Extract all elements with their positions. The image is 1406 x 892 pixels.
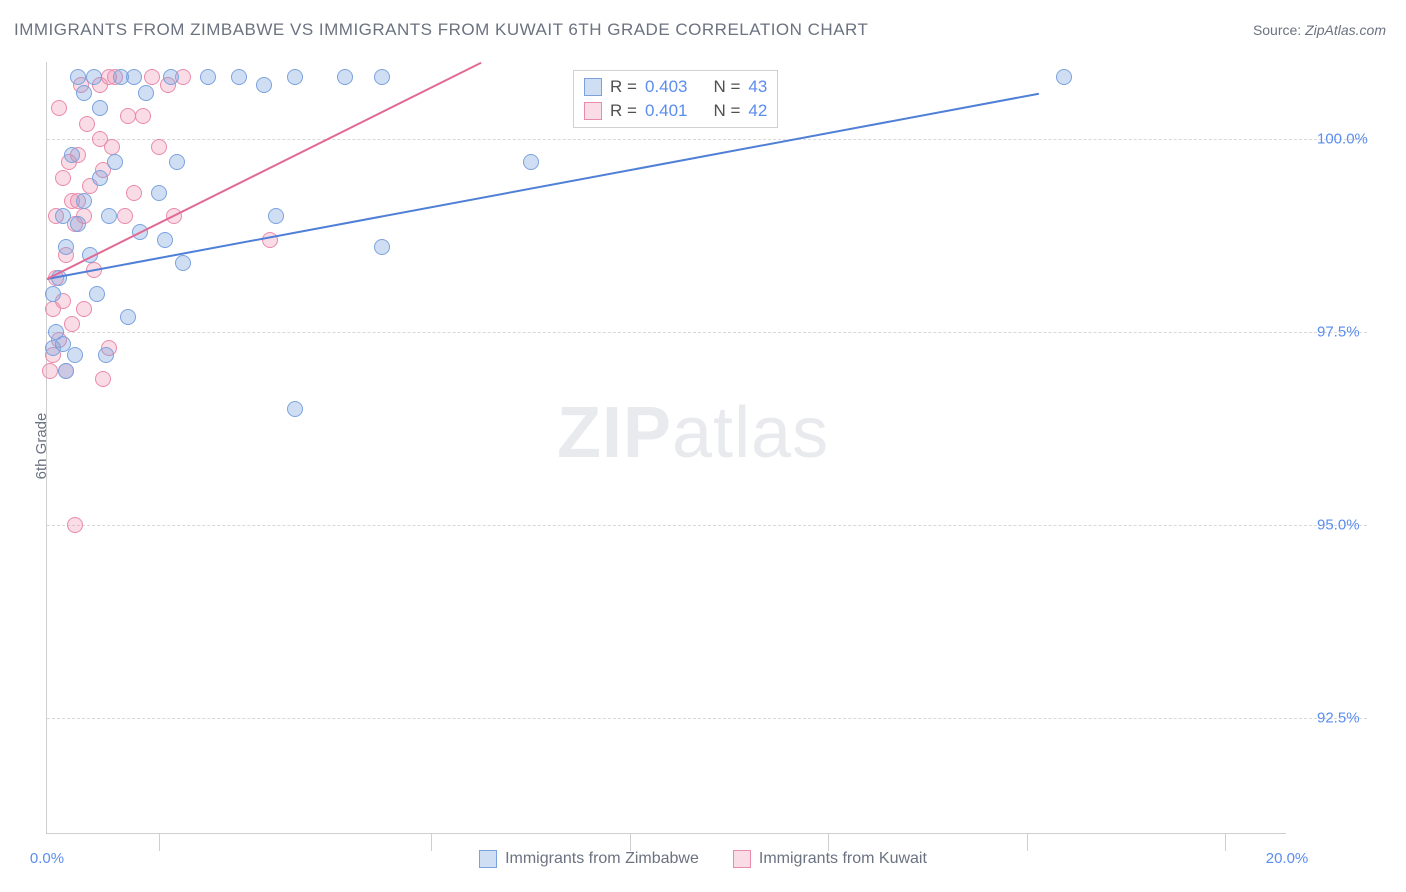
source-value: ZipAtlas.com [1305, 22, 1386, 38]
scatter-point-kuwait [117, 208, 133, 224]
scatter-point-kuwait [104, 139, 120, 155]
scatter-point-zimbabwe [101, 208, 117, 224]
regression-line-kuwait [47, 62, 482, 280]
scatter-point-zimbabwe [337, 69, 353, 85]
x-tick-mark [431, 833, 432, 851]
stats-n-label: N = [713, 101, 740, 121]
stats-n-label: N = [713, 77, 740, 97]
scatter-point-zimbabwe [138, 85, 154, 101]
scatter-point-zimbabwe [70, 69, 86, 85]
stats-r-label: R = [610, 77, 637, 97]
watermark: ZIPatlas [557, 392, 829, 474]
watermark-zip: ZIP [557, 393, 672, 473]
gridline-horizontal [47, 332, 1367, 333]
scatter-point-zimbabwe [126, 69, 142, 85]
scatter-point-kuwait [151, 139, 167, 155]
scatter-point-zimbabwe [107, 154, 123, 170]
scatter-point-zimbabwe [175, 255, 191, 271]
scatter-point-kuwait [79, 116, 95, 132]
scatter-point-kuwait [144, 69, 160, 85]
stats-r-value: 0.403 [645, 77, 688, 97]
y-tick-label: 97.5% [1317, 324, 1360, 341]
scatter-point-zimbabwe [157, 232, 173, 248]
scatter-point-zimbabwe [374, 239, 390, 255]
scatter-point-zimbabwe [374, 69, 390, 85]
scatter-point-zimbabwe [64, 147, 80, 163]
scatter-point-zimbabwe [98, 347, 114, 363]
scatter-point-kuwait [64, 316, 80, 332]
watermark-atlas: atlas [672, 393, 829, 473]
scatter-point-zimbabwe [1056, 69, 1072, 85]
scatter-point-kuwait [55, 170, 71, 186]
gridline-horizontal [47, 525, 1367, 526]
x-tick-mark [1027, 833, 1028, 851]
legend: Immigrants from Zimbabwe Immigrants from… [0, 850, 1406, 868]
scatter-point-kuwait [42, 363, 58, 379]
source-attribution: Source: ZipAtlas.com [1253, 22, 1386, 38]
scatter-point-zimbabwe [45, 286, 61, 302]
stats-row: R = 0.401 N = 42 [584, 99, 767, 123]
stats-swatch-icon [584, 78, 602, 96]
scatter-point-zimbabwe [92, 170, 108, 186]
scatter-point-zimbabwe [76, 193, 92, 209]
scatter-point-zimbabwe [58, 239, 74, 255]
gridline-horizontal [47, 139, 1367, 140]
scatter-point-zimbabwe [523, 154, 539, 170]
scatter-point-zimbabwe [231, 69, 247, 85]
scatter-point-kuwait [51, 100, 67, 116]
scatter-point-zimbabwe [151, 185, 167, 201]
scatter-point-kuwait [76, 301, 92, 317]
stats-r-value: 0.401 [645, 101, 688, 121]
x-tick-mark [828, 833, 829, 851]
scatter-point-zimbabwe [67, 347, 83, 363]
chart-title: IMMIGRANTS FROM ZIMBABWE VS IMMIGRANTS F… [14, 20, 868, 40]
scatter-point-zimbabwe [55, 208, 71, 224]
scatter-point-zimbabwe [163, 69, 179, 85]
scatter-point-kuwait [126, 185, 142, 201]
scatter-point-zimbabwe [287, 69, 303, 85]
scatter-point-zimbabwe [89, 286, 105, 302]
scatter-point-zimbabwe [70, 216, 86, 232]
scatter-point-zimbabwe [76, 85, 92, 101]
stats-n-value: 42 [748, 101, 767, 121]
scatter-point-zimbabwe [58, 363, 74, 379]
scatter-point-zimbabwe [169, 154, 185, 170]
x-tick-mark [1225, 833, 1226, 851]
stats-n-value: 43 [748, 77, 767, 97]
legend-item-kuwait: Immigrants from Kuwait [733, 850, 927, 868]
scatter-point-zimbabwe [120, 309, 136, 325]
regression-line-zimbabwe [47, 93, 1039, 280]
y-tick-label: 95.0% [1317, 517, 1360, 534]
x-tick-mark [630, 833, 631, 851]
scatter-plot: ZIPatlas 100.0%97.5%95.0%92.5%0.0%20.0%R… [46, 62, 1286, 834]
scatter-point-kuwait [67, 517, 83, 533]
gridline-horizontal [47, 718, 1367, 719]
scatter-point-zimbabwe [200, 69, 216, 85]
scatter-point-zimbabwe [45, 340, 61, 356]
y-tick-label: 100.0% [1317, 131, 1368, 148]
legend-label: Immigrants from Zimbabwe [505, 850, 699, 868]
stats-swatch-icon [584, 102, 602, 120]
scatter-point-kuwait [120, 108, 136, 124]
scatter-point-zimbabwe [86, 69, 102, 85]
source-label: Source: [1253, 22, 1301, 38]
scatter-point-kuwait [95, 371, 111, 387]
x-tick-mark [159, 833, 160, 851]
correlation-stats-box: R = 0.403 N = 43 R = 0.401 N = 42 [573, 70, 778, 128]
scatter-point-zimbabwe [256, 77, 272, 93]
legend-item-zimbabwe: Immigrants from Zimbabwe [479, 850, 699, 868]
scatter-point-zimbabwe [287, 401, 303, 417]
legend-swatch-icon [733, 850, 751, 868]
legend-label: Immigrants from Kuwait [759, 850, 927, 868]
legend-swatch-icon [479, 850, 497, 868]
y-tick-label: 92.5% [1317, 710, 1360, 727]
scatter-point-zimbabwe [268, 208, 284, 224]
stats-row: R = 0.403 N = 43 [584, 75, 767, 99]
scatter-point-kuwait [262, 232, 278, 248]
stats-r-label: R = [610, 101, 637, 121]
scatter-point-kuwait [135, 108, 151, 124]
scatter-point-zimbabwe [92, 100, 108, 116]
